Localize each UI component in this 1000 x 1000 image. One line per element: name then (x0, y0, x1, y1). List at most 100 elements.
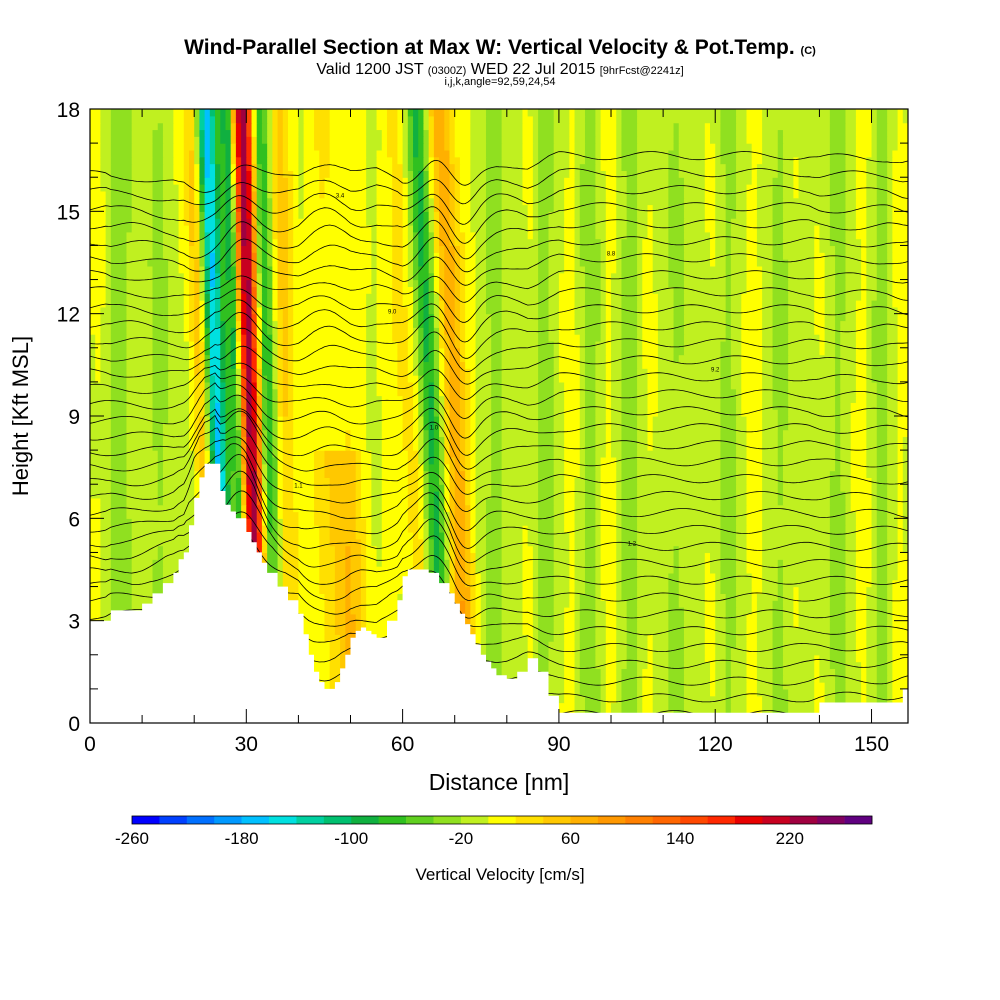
velocity-cell (725, 327, 732, 335)
velocity-cell (876, 600, 888, 608)
velocity-cell (501, 484, 539, 492)
velocity-cell (829, 518, 847, 526)
velocity-cell (392, 279, 404, 287)
velocity-cell (855, 388, 867, 397)
velocity-cell (637, 613, 669, 622)
velocity-cell (360, 607, 367, 615)
velocity-cell (381, 552, 414, 560)
velocity-cell (188, 395, 195, 403)
velocity-cell (835, 668, 847, 676)
velocity-cell (204, 252, 211, 260)
velocity-cell (428, 395, 435, 403)
velocity-cell (428, 429, 435, 438)
velocity-cell (584, 286, 602, 294)
velocity-cell (215, 429, 221, 438)
velocity-cell (683, 675, 711, 683)
velocity-cell (829, 600, 847, 608)
velocity-cell (637, 661, 649, 670)
velocity-cell (501, 375, 539, 383)
velocity-cell (548, 245, 565, 253)
velocity-cell (475, 279, 487, 287)
velocity-cell (392, 300, 404, 308)
velocity-cell (491, 381, 503, 390)
velocity-cell (491, 388, 503, 397)
velocity-cell (579, 375, 586, 383)
velocity-cell (730, 675, 748, 683)
velocity-cell (501, 559, 524, 567)
velocity-cell (277, 265, 289, 274)
velocity-cell (449, 388, 461, 397)
velocity-cell (683, 313, 727, 322)
velocity-cell (230, 340, 237, 349)
velocity-cell (616, 654, 628, 663)
velocity-cell (897, 559, 908, 567)
velocity-cell (293, 272, 372, 281)
velocity-cell (459, 320, 466, 328)
velocity-cell (715, 688, 727, 697)
velocity-cell (579, 600, 596, 608)
velocity-cell (470, 436, 477, 444)
velocity-cell (433, 381, 440, 390)
velocity-cell (829, 593, 847, 601)
velocity-cell (256, 293, 263, 301)
velocity-cell (329, 668, 341, 676)
velocity-cell (204, 320, 211, 328)
velocity-cell (579, 429, 586, 438)
velocity-cell (538, 368, 555, 376)
velocity-cell (100, 613, 112, 622)
velocity-cell (762, 450, 779, 458)
velocity-cell (251, 320, 258, 328)
velocity-cell (423, 381, 430, 390)
velocity-cell (548, 661, 565, 670)
velocity-cell (814, 668, 821, 676)
velocity-cell (188, 334, 195, 342)
velocity-cell (282, 450, 294, 458)
velocity-cell (887, 306, 899, 315)
velocity-cell (444, 450, 451, 458)
velocity-cell (126, 381, 154, 390)
velocity-cell (423, 491, 430, 499)
velocity-cell (459, 409, 466, 417)
velocity-cell (876, 504, 888, 513)
velocity-cell (902, 504, 908, 513)
velocity-cell (762, 306, 774, 315)
velocity-cell (538, 518, 555, 526)
velocity-cell (423, 395, 430, 403)
velocity-cell (736, 450, 748, 458)
velocity-cell (282, 484, 294, 492)
velocity-cell (444, 470, 451, 478)
velocity-cell (814, 245, 821, 253)
velocity-cell (777, 559, 784, 567)
velocity-cell (579, 641, 596, 649)
velocity-cell (152, 381, 169, 390)
velocity-cell (876, 525, 888, 533)
velocity-cell (871, 347, 888, 356)
velocity-cell (840, 354, 857, 363)
velocity-cell (558, 340, 581, 349)
velocity-cell (126, 416, 154, 424)
velocity-cell (261, 463, 268, 472)
velocity-cell (110, 327, 128, 335)
velocity-cell (652, 641, 669, 649)
velocity-cell (90, 252, 107, 260)
velocity-cell (501, 422, 539, 431)
velocity-cell (256, 375, 263, 383)
velocity-cell (267, 306, 273, 315)
velocity-cell (798, 586, 831, 594)
velocity-cell (381, 559, 414, 567)
velocity-cell (584, 491, 596, 499)
velocity-cell (579, 340, 586, 349)
velocity-cell (392, 238, 404, 247)
velocity-cell (548, 327, 560, 335)
velocity-cell (637, 600, 669, 608)
velocity-cell (595, 354, 607, 363)
velocity-cell (887, 538, 899, 547)
velocity-cell (371, 470, 383, 478)
velocity-cell (407, 456, 419, 465)
velocity-cell (162, 450, 195, 458)
velocity-cell (157, 450, 164, 458)
velocity-cell (402, 402, 414, 410)
velocity-cell (892, 293, 908, 301)
velocity-cell (188, 300, 195, 308)
velocity-cell (90, 334, 96, 342)
